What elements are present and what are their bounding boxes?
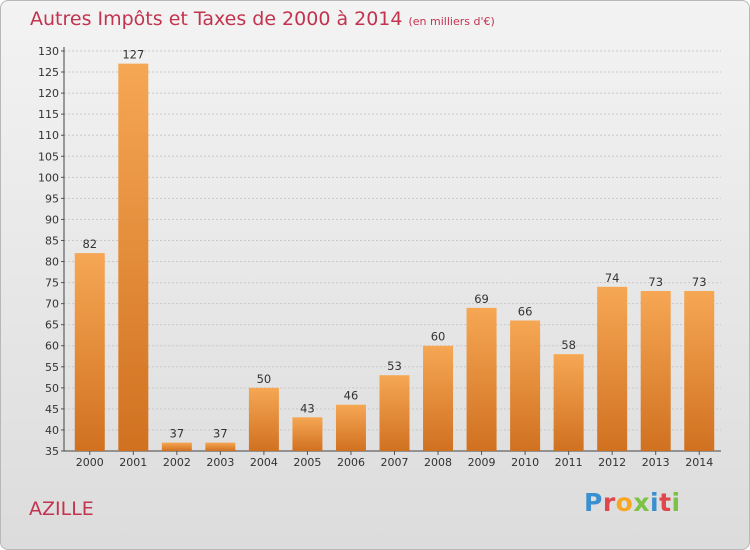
y-tick-label: 110 bbox=[38, 129, 59, 142]
bar bbox=[553, 354, 584, 451]
bar-value-label: 74 bbox=[605, 271, 620, 285]
x-tick-label: 2006 bbox=[337, 456, 365, 469]
bar-value-label: 69 bbox=[474, 292, 489, 306]
bar bbox=[74, 253, 105, 451]
y-tick-label: 105 bbox=[38, 150, 59, 163]
y-tick-label: 40 bbox=[45, 424, 59, 437]
y-tick-label: 45 bbox=[45, 403, 59, 416]
bar-value-label: 58 bbox=[561, 338, 576, 352]
y-tick-label: 75 bbox=[45, 277, 59, 290]
bar bbox=[205, 442, 236, 451]
x-tick-label: 2004 bbox=[250, 456, 278, 469]
y-tick-label: 70 bbox=[45, 298, 59, 311]
bar bbox=[510, 320, 541, 451]
bar-value-label: 50 bbox=[257, 372, 272, 386]
chart-title: Autres Impôts et Taxes de 2000 à 2014 (en… bbox=[30, 8, 495, 30]
x-tick-label: 2008 bbox=[424, 456, 452, 469]
bar-value-label: 37 bbox=[170, 427, 185, 441]
proxiti-logo: Proxiti bbox=[584, 488, 681, 517]
bar bbox=[335, 404, 366, 451]
commune-name: AZILLE bbox=[29, 498, 94, 520]
logo-letter: t bbox=[659, 488, 672, 517]
x-tick-label: 2014 bbox=[685, 456, 713, 469]
x-tick-label: 2013 bbox=[642, 456, 670, 469]
logo-letter: i bbox=[650, 488, 660, 517]
chart-subtitle: (en milliers d'€) bbox=[408, 15, 495, 28]
bar-value-label: 66 bbox=[518, 304, 533, 318]
y-tick-label: 35 bbox=[45, 445, 59, 458]
bar bbox=[161, 442, 192, 451]
y-tick-label: 65 bbox=[45, 319, 59, 332]
y-tick-label: 60 bbox=[45, 340, 59, 353]
x-tick-label: 2007 bbox=[381, 456, 409, 469]
bar bbox=[597, 286, 628, 451]
x-tick-label: 2009 bbox=[468, 456, 496, 469]
y-tick-label: 80 bbox=[45, 256, 59, 269]
logo-letter: o bbox=[615, 488, 634, 517]
y-tick-label: 100 bbox=[38, 171, 59, 184]
bar-value-label: 46 bbox=[344, 389, 359, 403]
bar-value-label: 73 bbox=[648, 275, 663, 289]
logo-letter: i bbox=[671, 488, 681, 517]
logo-letter: r bbox=[602, 488, 616, 517]
bar bbox=[640, 291, 671, 451]
bar-value-label: 82 bbox=[82, 237, 97, 251]
y-tick-label: 130 bbox=[38, 45, 59, 58]
bar bbox=[292, 417, 323, 451]
y-tick-label: 90 bbox=[45, 213, 59, 226]
x-tick-label: 2001 bbox=[119, 456, 147, 469]
y-tick-label: 50 bbox=[45, 382, 59, 395]
bar-value-label: 53 bbox=[387, 359, 402, 373]
x-tick-label: 2012 bbox=[598, 456, 626, 469]
bar-value-label: 127 bbox=[122, 48, 144, 62]
bar bbox=[466, 307, 497, 451]
x-tick-label: 2002 bbox=[163, 456, 191, 469]
y-tick-label: 85 bbox=[45, 234, 59, 247]
bar bbox=[684, 291, 715, 451]
x-tick-label: 2010 bbox=[511, 456, 539, 469]
bar bbox=[248, 387, 279, 451]
y-tick-label: 115 bbox=[38, 108, 59, 121]
bar-value-label: 37 bbox=[213, 427, 228, 441]
x-tick-label: 2005 bbox=[293, 456, 321, 469]
y-tick-label: 95 bbox=[45, 192, 59, 205]
x-tick-label: 2003 bbox=[206, 456, 234, 469]
bar bbox=[423, 345, 454, 451]
logo-letter: x bbox=[633, 488, 650, 517]
bar bbox=[379, 375, 410, 451]
bar-value-label: 60 bbox=[431, 330, 446, 344]
logo-letter: P bbox=[584, 488, 603, 517]
bar-value-label: 73 bbox=[692, 275, 707, 289]
bar bbox=[118, 63, 149, 451]
y-tick-label: 120 bbox=[38, 87, 59, 100]
title-text: Autres Impôts et Taxes de 2000 à 2014 bbox=[30, 8, 403, 30]
bar-value-label: 43 bbox=[300, 401, 315, 415]
y-tick-label: 125 bbox=[38, 66, 59, 79]
x-tick-label: 2011 bbox=[555, 456, 583, 469]
y-tick-label: 55 bbox=[45, 361, 59, 374]
x-tick-label: 2000 bbox=[76, 456, 104, 469]
